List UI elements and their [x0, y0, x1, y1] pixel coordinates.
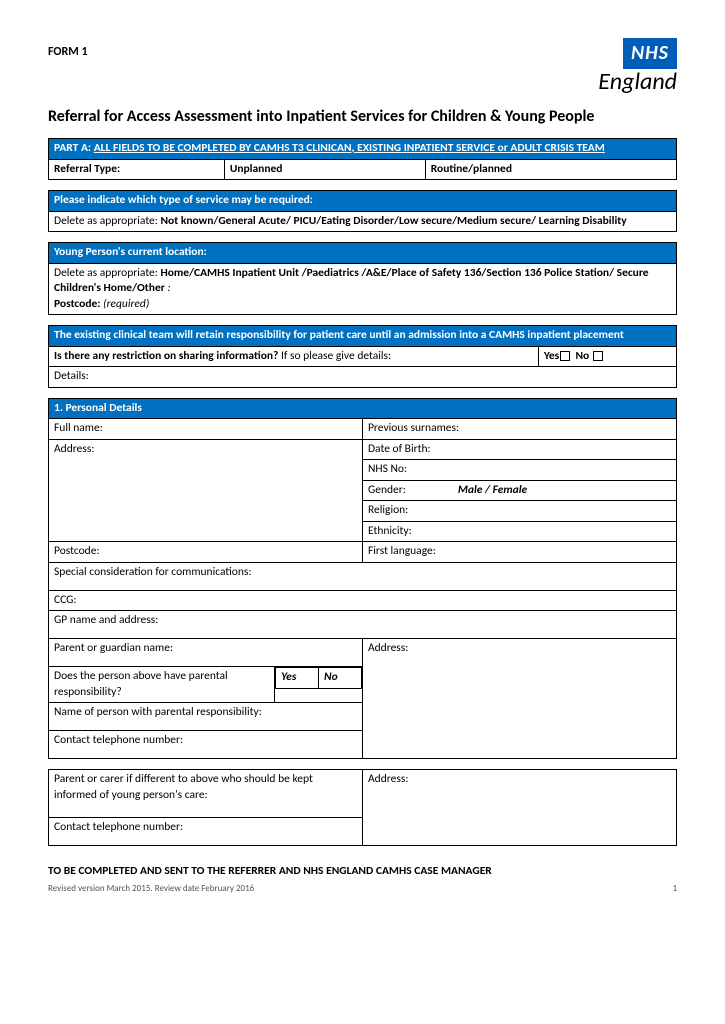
footer-meta: Revised version March 2015. Review date …: [48, 883, 677, 895]
parental-yesno: Yes No: [275, 667, 363, 703]
ccg-field[interactable]: CCG:: [49, 590, 677, 611]
location-colon: :: [165, 281, 171, 295]
referral-type-label: Referral Type:: [49, 159, 225, 180]
religion-field[interactable]: Religion:: [362, 501, 676, 522]
fullname-field[interactable]: Full name:: [49, 419, 363, 440]
restriction-yes-label: Yes: [544, 349, 559, 363]
firstlang-field[interactable]: First language:: [362, 542, 676, 563]
carer-q-field[interactable]: Parent or carer if different to above wh…: [49, 770, 363, 818]
location-prefix: Delete as appropriate:: [54, 266, 160, 280]
parental-name-field[interactable]: Name of person with parental responsibil…: [49, 703, 363, 731]
page-title: Referral for Access Assessment into Inpa…: [48, 106, 677, 128]
parental-no[interactable]: No: [319, 668, 362, 689]
parental-responsibility-q: Does the person above have parental resp…: [49, 667, 275, 703]
postcode-hint: (required): [103, 297, 149, 311]
ethnicity-field[interactable]: Ethnicity:: [362, 521, 676, 542]
restriction-yesno: Yes No: [538, 346, 676, 367]
location-table: Young Person's current location: Delete …: [48, 242, 677, 315]
responsibility-table: The existing clinical team will retain r…: [48, 325, 677, 388]
restriction-q-hint: If so please give details:: [278, 349, 391, 363]
location-row: Delete as appropriate: Home/CAMHS Inpati…: [49, 263, 677, 315]
postcode-label: Postcode:: [54, 297, 103, 311]
address-field[interactable]: Address:: [49, 439, 363, 542]
guardian-address-field[interactable]: Address:: [362, 639, 676, 759]
contact-tel-field[interactable]: Contact telephone number:: [49, 731, 363, 759]
carer-table: Parent or carer if different to above wh…: [48, 769, 677, 846]
restriction-q-bold: Is there any restriction on sharing info…: [54, 349, 278, 363]
footer-instruction: TO BE COMPLETED AND SENT TO THE REFERRER…: [48, 864, 677, 880]
dob-field[interactable]: Date of Birth:: [362, 439, 676, 460]
part-a-header: PART A: ALL FIELDS TO BE COMPLETED BY CA…: [49, 138, 677, 159]
carer-tel-field[interactable]: Contact telephone number:: [49, 818, 363, 846]
referral-type-routine[interactable]: Routine/planned: [425, 159, 676, 180]
gender-options: Male / Female: [458, 483, 527, 497]
special-comms-field[interactable]: Special consideration for communications…: [49, 562, 677, 590]
form-label: FORM 1: [48, 38, 88, 60]
restriction-no-checkbox[interactable]: [593, 351, 603, 361]
header-bar: FORM 1 NHS England: [48, 38, 677, 98]
nhsno-field[interactable]: NHS No:: [362, 460, 676, 481]
restriction-details[interactable]: Details:: [49, 367, 677, 388]
gp-field[interactable]: GP name and address:: [49, 611, 677, 639]
footer-revision: Revised version March 2015. Review date …: [48, 883, 254, 895]
part-a-prefix: PART A:: [54, 141, 94, 155]
service-row: Delete as appropriate: Not known/General…: [49, 211, 677, 232]
nhs-logo: NHS England: [598, 38, 677, 98]
footer: TO BE COMPLETED AND SENT TO THE REFERRER…: [48, 864, 677, 895]
part-a-header-text: ALL FIELDS TO BE COMPLETED BY CAMHS T3 C…: [94, 141, 605, 155]
parental-yes[interactable]: Yes: [276, 668, 319, 689]
referral-type-unplanned[interactable]: Unplanned: [224, 159, 425, 180]
prev-surnames-field[interactable]: Previous surnames:: [362, 419, 676, 440]
postcode-field[interactable]: Postcode:: [49, 542, 363, 563]
nhs-logo-text: England: [598, 66, 677, 98]
page-number: 1: [672, 883, 677, 895]
personal-header: 1. Personal Details: [49, 398, 677, 419]
gender-label: Gender:: [368, 483, 406, 497]
service-header: Please indicate which type of service ma…: [49, 191, 677, 212]
guardian-name-field[interactable]: Parent or guardian name:: [49, 639, 363, 667]
gender-field[interactable]: Gender: Male / Female: [362, 480, 676, 501]
service-table: Please indicate which type of service ma…: [48, 190, 677, 232]
responsibility-header: The existing clinical team will retain r…: [49, 326, 677, 347]
part-a-table: PART A: ALL FIELDS TO BE COMPLETED BY CA…: [48, 138, 677, 180]
restriction-question: Is there any restriction on sharing info…: [49, 346, 539, 367]
restriction-no-label: No: [575, 349, 589, 363]
service-options: Not known/General Acute/ PICU/Eating Dis…: [160, 214, 626, 228]
location-header: Young Person's current location:: [49, 243, 677, 264]
nhs-logo-mark: NHS: [623, 38, 677, 69]
restriction-yes-checkbox[interactable]: [560, 351, 570, 361]
carer-address-field[interactable]: Address:: [363, 770, 677, 846]
personal-table: 1. Personal Details Full name: Previous …: [48, 398, 677, 760]
service-prefix: Delete as appropriate:: [54, 214, 160, 228]
